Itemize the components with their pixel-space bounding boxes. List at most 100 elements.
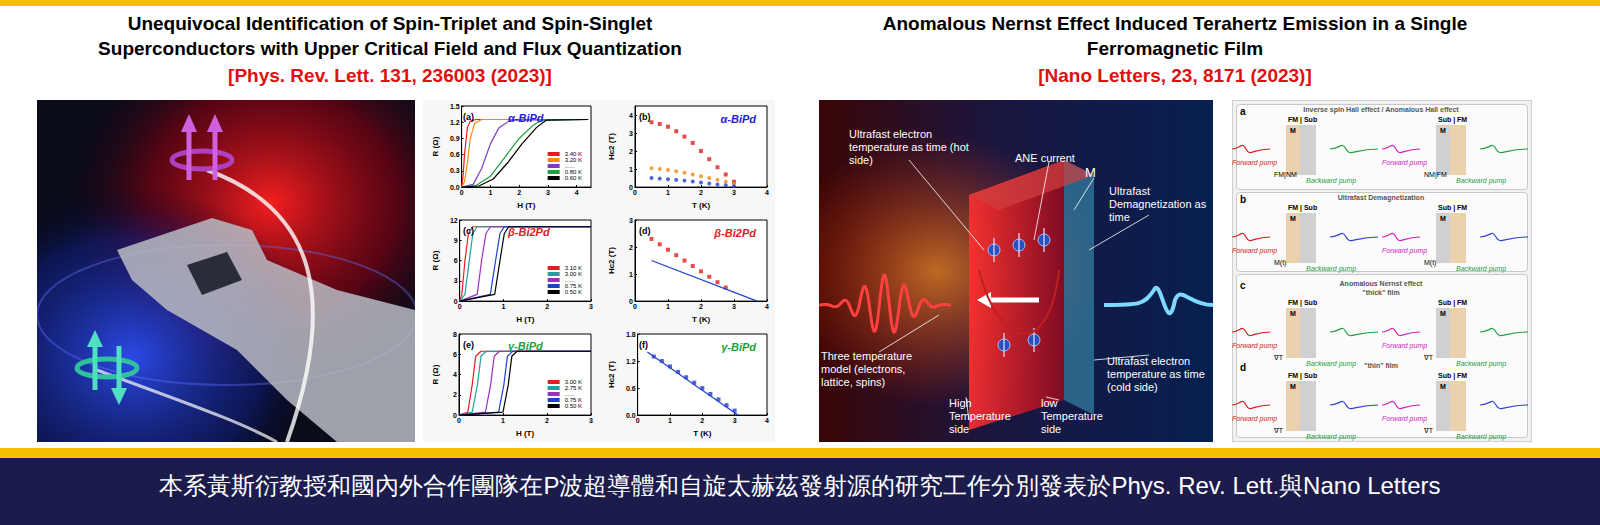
svg-text:1: 1 [488,189,492,196]
html-text:Ultrafast electron temperature: Ultrafast electron temperature as time (… [1107,355,1205,393]
svg-text:2: 2 [629,244,633,251]
svg-text:3: 3 [733,417,737,424]
svg-text:γ-BiPd: γ-BiPd [721,341,756,353]
svg-text:1.2: 1.2 [450,119,460,126]
svg-text:Hc2 (T): Hc2 (T) [607,133,616,160]
svg-text:R (Ω): R (Ω) [431,250,440,270]
svg-text:6: 6 [453,351,457,358]
svg-text:0: 0 [633,189,637,196]
svg-text:0: 0 [633,303,637,310]
html-text:Superconductors with Upper Cri: Superconductors with Upper Critical Fiel… [98,38,682,59]
svg-text:12: 12 [450,217,458,224]
svg-text:3: 3 [629,130,633,137]
svg-text:4: 4 [629,112,633,119]
html-text:Unequivocal Identification of: Unequivocal Identification of Spin-Tripl… [127,13,653,34]
html-text:low Temperature side: low Temperature side [1041,397,1103,435]
html-text:Ultrafast electron temperature: Ultrafast electron temperature as time (… [849,128,969,166]
svg-text:(e): (e) [463,340,474,350]
svg-text:3: 3 [732,303,736,310]
svg-text:(c): (c) [463,226,474,236]
svg-text:4: 4 [453,371,457,378]
html-text:ANE current: ANE current [1015,152,1075,164]
svg-text:Hc2 (T): Hc2 (T) [607,247,616,274]
svg-text:0.50 K: 0.50 K [565,289,582,295]
svg-text:T (K): T (K) [692,201,711,210]
html-text:Inverse spin Hall effect / Ano: Inverse spin Hall effect / Anomalous Hal… [1303,106,1459,113]
svg-text:3: 3 [454,277,458,284]
svg-text:Hc2 (T): Hc2 (T) [607,361,616,388]
svg-text:R (Ω): R (Ω) [431,364,440,384]
svg-text:2: 2 [629,148,633,155]
svg-text:8: 8 [453,331,457,338]
svg-text:0.0: 0.0 [626,412,636,419]
svg-text:T (K): T (K) [692,315,711,324]
svg-text:R (Ω): R (Ω) [431,136,440,156]
html-text:Ferromagnetic Film: Ferromagnetic Film [1086,38,1264,59]
svg-text:1: 1 [629,271,633,278]
svg-text:T (K): T (K) [693,429,712,438]
svg-text:3: 3 [629,217,633,224]
svg-text:1.2: 1.2 [626,358,636,365]
svg-text:1.8: 1.8 [626,331,636,338]
svg-text:1: 1 [666,189,670,196]
svg-text:α-BiPd: α-BiPd [508,112,544,124]
svg-text:1: 1 [666,303,670,310]
svg-text:0.50 K: 0.50 K [565,403,582,409]
svg-text:3: 3 [589,417,593,424]
svg-text:0: 0 [457,417,461,424]
html-text:Anomalous Nernst Effect Induce: Anomalous Nernst Effect Induced Terahert… [882,13,1468,34]
html-text:FM | Sub: FM | Sub [1288,116,1318,123]
svg-text:3: 3 [589,303,593,310]
svg-text:β-Bi2Pd: β-Bi2Pd [713,227,756,239]
svg-text:3: 3 [546,189,550,196]
html-text:Three temperature model (elect: Three temperature model (electrons, latt… [821,350,913,388]
svg-text:0.6: 0.6 [626,385,636,392]
svg-text:(b): (b) [639,112,651,122]
html-text:Forward pump: Forward pump [1232,159,1278,166]
svg-text:2: 2 [517,189,521,196]
svg-text:1: 1 [629,166,633,173]
svg-text:2: 2 [700,417,704,424]
svg-text:2: 2 [545,303,549,310]
svg-text:0.60 K: 0.60 K [565,175,582,181]
html-text:M: M [1085,165,1096,180]
svg-text:2: 2 [453,391,457,398]
svg-text:1.5: 1.5 [450,103,460,110]
svg-text:4: 4 [765,189,769,196]
svg-text:3: 3 [732,189,736,196]
svg-text:0.9: 0.9 [450,135,460,142]
html-text:[Phys. Rev. Lett. 131, 236003: [Phys. Rev. Lett. 131, 236003 (2023)] [228,65,552,86]
svg-text:0.6: 0.6 [450,151,460,158]
svg-text:H (T): H (T) [516,429,535,438]
svg-text:H (T): H (T) [517,201,536,210]
svg-text:9: 9 [454,237,458,244]
svg-text:(f): (f) [639,340,648,350]
svg-text:H (T): H (T) [516,315,535,324]
svg-text:1: 1 [502,303,506,310]
svg-text:(a): (a) [463,112,474,122]
svg-text:0.0: 0.0 [450,184,460,191]
svg-text:2: 2 [699,303,703,310]
html-text:High Temperature side: High Temperature side [949,397,1011,435]
svg-text:0: 0 [460,189,464,196]
html-text:本系黃斯衍教授和國內外合作團隊在P波超導體和自旋太赫茲發射源: 本系黃斯衍教授和國內外合作團隊在P波超導體和自旋太赫茲發射源的研究工作分別發表於… [159,472,1441,499]
svg-text:6: 6 [454,257,458,264]
svg-text:0.3: 0.3 [450,167,460,174]
svg-text:4: 4 [575,189,579,196]
svg-text:0: 0 [636,417,640,424]
html-text:FM|NM: FM|NM [1274,171,1297,178]
svg-text:4: 4 [765,303,769,310]
svg-text:(d): (d) [639,226,651,236]
svg-text:2: 2 [545,417,549,424]
svg-text:β-Bi2Pd: β-Bi2Pd [507,226,550,238]
svg-text:4: 4 [765,417,769,424]
svg-text:1: 1 [668,417,672,424]
svg-text:2: 2 [699,189,703,196]
html-text:Backward pump: Backward pump [1306,177,1357,184]
html-text:[Nano Letters, 23, 8171 (2023): [Nano Letters, 23, 8171 (2023)] [1038,65,1312,86]
svg-text:α-BiPd: α-BiPd [720,113,756,125]
html-text:Ultrafast Demagnetization as t: Ultrafast Demagnetization as time [1109,185,1207,223]
svg-text:γ-BiPd: γ-BiPd [508,340,543,352]
svg-text:0: 0 [458,303,462,310]
svg-text:1: 1 [501,417,505,424]
